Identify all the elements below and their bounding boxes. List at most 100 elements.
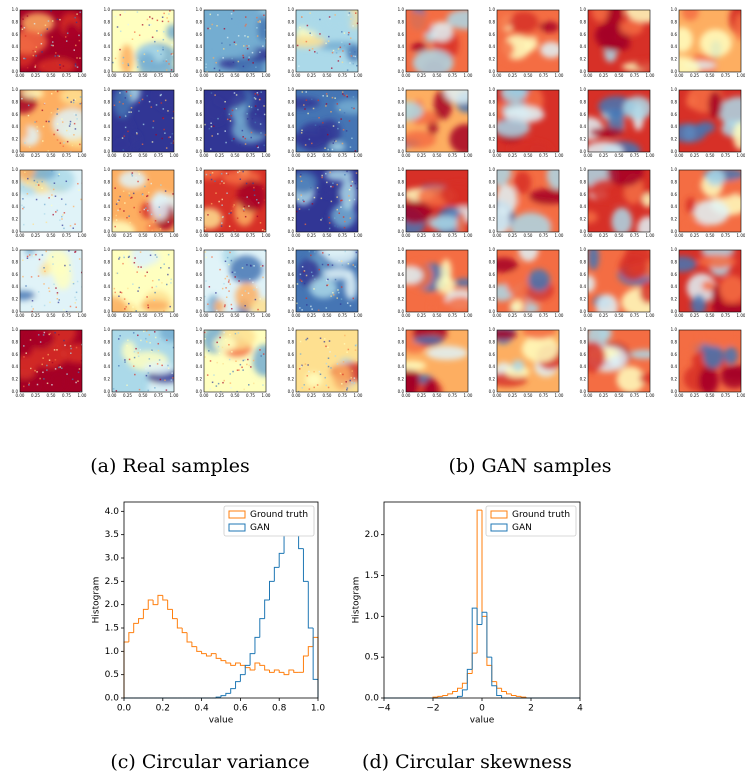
speck [137, 334, 139, 337]
speck [75, 114, 77, 116]
speck [33, 97, 36, 100]
speck [138, 101, 140, 104]
blob [705, 170, 726, 187]
thumbnail: 0.00.20.40.60.81.00.00 0.25 0.50 0.75 1.00 [489, 7, 564, 78]
speck [262, 276, 264, 279]
speck [229, 283, 231, 285]
speck [234, 271, 236, 274]
speck [123, 135, 126, 137]
speck [354, 265, 356, 268]
speck [115, 214, 118, 217]
field-blobs [112, 170, 174, 232]
speck [348, 31, 350, 34]
thumb-y-tick: 0.2 [580, 137, 587, 142]
speck [323, 340, 326, 343]
blob [154, 90, 174, 111]
thumb-x-tick: 0.25 [215, 313, 224, 318]
speck [39, 341, 42, 343]
speck [150, 106, 153, 108]
speck [299, 307, 301, 309]
thumb-x-tick: 0.00 [16, 153, 25, 158]
speck [28, 146, 31, 148]
speck [239, 363, 242, 366]
speck [243, 205, 246, 208]
speck [327, 253, 330, 256]
speck [36, 383, 39, 386]
speck [353, 382, 356, 384]
thumb-x-tick: 0.25 [690, 233, 699, 238]
thumbnail: 0.00.20.40.60.81.00.00 0.25 0.50 0.75 1.00 [104, 247, 179, 318]
speck [64, 344, 66, 347]
speck [169, 10, 171, 12]
speck [71, 378, 74, 381]
speck [55, 52, 57, 54]
speck [145, 367, 147, 370]
speck [80, 360, 82, 362]
speck [168, 63, 170, 65]
thumb-y-tick: 0.0 [104, 229, 111, 234]
legend-swatch [490, 510, 508, 519]
speck [148, 334, 151, 336]
thumbnail: 0.00.20.40.60.81.00.00 0.25 0.50 0.75 1.00 [196, 7, 271, 78]
thumb-x-tick: 0.75 [721, 393, 730, 398]
speck [77, 182, 79, 185]
speck [303, 384, 306, 386]
thumb-y-tick: 0.8 [398, 99, 405, 104]
thumb-x-tick: 0.50 [524, 153, 533, 158]
speck [26, 182, 29, 184]
thumb-y-tick: 0.0 [12, 69, 19, 74]
speck [167, 20, 170, 23]
blob [546, 170, 559, 190]
speck [54, 55, 57, 57]
speck [28, 254, 31, 256]
speck [341, 41, 343, 44]
speck [299, 26, 301, 29]
speck [343, 343, 346, 345]
thumb-y-tick: 0.8 [580, 179, 587, 184]
speck [42, 334, 45, 336]
field-blobs [406, 330, 468, 392]
speck [47, 283, 50, 286]
speck [252, 359, 255, 362]
speck [328, 227, 331, 230]
speck [146, 340, 148, 343]
speck [73, 113, 76, 115]
blob [143, 361, 174, 375]
thumb-x-tick: 1.00 [78, 233, 87, 238]
speck [237, 35, 240, 37]
speck [332, 292, 334, 294]
speck [330, 295, 332, 297]
speck [50, 92, 53, 95]
hist-step [283, 672, 289, 676]
speck [253, 186, 255, 189]
speck [50, 44, 53, 47]
speck [52, 188, 55, 191]
thumb-y-tick: 0.8 [671, 179, 678, 184]
thumb-x-tick: 0.75 [154, 233, 163, 238]
thumb-y-tick: 0.8 [671, 259, 678, 264]
thumbnail: 0.00.20.40.60.81.00.00 0.25 0.50 0.75 1.00 [288, 327, 363, 398]
thumb-y-tick: 0.2 [580, 377, 587, 382]
speck [228, 358, 231, 361]
frame [111, 249, 175, 313]
y-tick-label: 1.5 [365, 571, 379, 581]
speck [72, 205, 75, 208]
speck [152, 221, 155, 223]
thumb-x-tick: 0.75 [448, 393, 457, 398]
speck [139, 211, 141, 213]
speck [310, 186, 312, 189]
speck [76, 311, 78, 312]
speck [332, 186, 334, 188]
speck [114, 57, 117, 60]
blob [685, 94, 698, 109]
thumb-y-tick: 1.0 [12, 87, 19, 92]
speck [80, 198, 82, 201]
speck [56, 108, 59, 110]
field [296, 330, 358, 392]
speck [138, 286, 140, 289]
speck [324, 376, 326, 379]
speck [355, 344, 357, 346]
hist-step [288, 669, 294, 675]
speck [133, 31, 136, 33]
speck [49, 332, 52, 335]
